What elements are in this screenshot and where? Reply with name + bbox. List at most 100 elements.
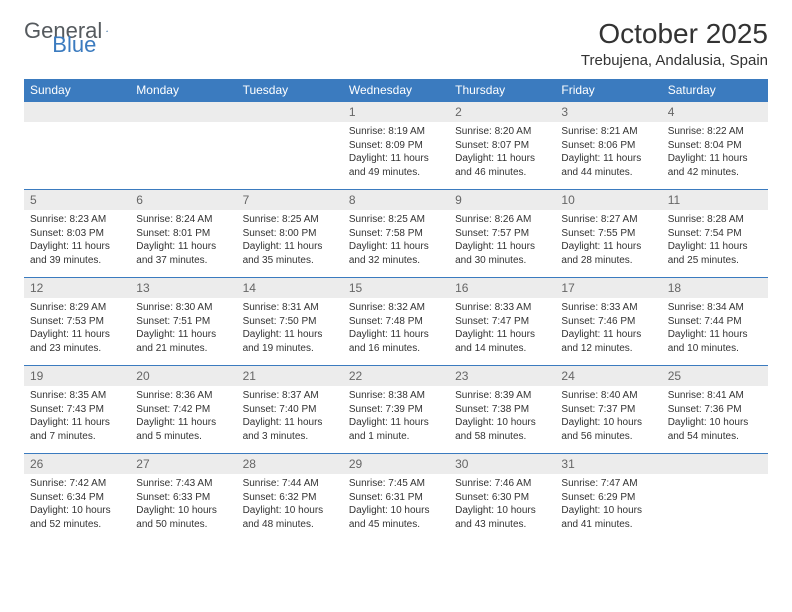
day-number: 21 [237,366,343,386]
calendar-day-cell: 6Sunrise: 8:24 AMSunset: 8:01 PMDaylight… [130,190,236,278]
day-number: 7 [237,190,343,210]
calendar-day-cell: 18Sunrise: 8:34 AMSunset: 7:44 PMDayligh… [662,278,768,366]
day-number: 14 [237,278,343,298]
day-number: 30 [449,454,555,474]
calendar-day-cell: 28Sunrise: 7:44 AMSunset: 6:32 PMDayligh… [237,454,343,542]
calendar-day-cell: 13Sunrise: 8:30 AMSunset: 7:51 PMDayligh… [130,278,236,366]
day-number: 20 [130,366,236,386]
day-details: Sunrise: 7:43 AMSunset: 6:33 PMDaylight:… [130,474,236,535]
calendar-day-cell: 21Sunrise: 8:37 AMSunset: 7:40 PMDayligh… [237,366,343,454]
calendar-day-cell: 17Sunrise: 8:33 AMSunset: 7:46 PMDayligh… [555,278,661,366]
location-text: Trebujena, Andalusia, Spain [581,52,768,69]
day-number: 11 [662,190,768,210]
calendar-week-row: 12Sunrise: 8:29 AMSunset: 7:53 PMDayligh… [24,278,768,366]
day-number: 5 [24,190,130,210]
calendar-day-cell: 5Sunrise: 8:23 AMSunset: 8:03 PMDaylight… [24,190,130,278]
day-details: Sunrise: 8:25 AMSunset: 8:00 PMDaylight:… [237,210,343,271]
day-details: Sunrise: 8:23 AMSunset: 8:03 PMDaylight:… [24,210,130,271]
calendar-day-cell: 8Sunrise: 8:25 AMSunset: 7:58 PMDaylight… [343,190,449,278]
logo: General Blue [24,18,174,44]
calendar-day-cell: 22Sunrise: 8:38 AMSunset: 7:39 PMDayligh… [343,366,449,454]
day-details: Sunrise: 7:44 AMSunset: 6:32 PMDaylight:… [237,474,343,535]
calendar-week-row: 19Sunrise: 8:35 AMSunset: 7:43 PMDayligh… [24,366,768,454]
day-number: 17 [555,278,661,298]
logo-sail-icon [106,22,108,40]
calendar-day-cell: 7Sunrise: 8:25 AMSunset: 8:00 PMDaylight… [237,190,343,278]
day-details: Sunrise: 8:25 AMSunset: 7:58 PMDaylight:… [343,210,449,271]
day-number: 19 [24,366,130,386]
calendar-week-row: 26Sunrise: 7:42 AMSunset: 6:34 PMDayligh… [24,454,768,542]
calendar-week-row: 5Sunrise: 8:23 AMSunset: 8:03 PMDaylight… [24,190,768,278]
day-number-empty [237,102,343,122]
day-details: Sunrise: 7:46 AMSunset: 6:30 PMDaylight:… [449,474,555,535]
day-details: Sunrise: 8:41 AMSunset: 7:36 PMDaylight:… [662,386,768,447]
calendar-day-cell: 15Sunrise: 8:32 AMSunset: 7:48 PMDayligh… [343,278,449,366]
day-number-empty [130,102,236,122]
day-details: Sunrise: 8:24 AMSunset: 8:01 PMDaylight:… [130,210,236,271]
day-details: Sunrise: 8:31 AMSunset: 7:50 PMDaylight:… [237,298,343,359]
day-number: 9 [449,190,555,210]
day-details: Sunrise: 8:33 AMSunset: 7:47 PMDaylight:… [449,298,555,359]
day-number: 8 [343,190,449,210]
calendar-day-cell: 12Sunrise: 8:29 AMSunset: 7:53 PMDayligh… [24,278,130,366]
day-number: 15 [343,278,449,298]
day-number: 28 [237,454,343,474]
day-number: 29 [343,454,449,474]
day-header: Saturday [662,79,768,102]
day-details: Sunrise: 8:35 AMSunset: 7:43 PMDaylight:… [24,386,130,447]
day-header: Thursday [449,79,555,102]
calendar-day-cell: 14Sunrise: 8:31 AMSunset: 7:50 PMDayligh… [237,278,343,366]
calendar-day-cell: 31Sunrise: 7:47 AMSunset: 6:29 PMDayligh… [555,454,661,542]
day-number: 23 [449,366,555,386]
day-details: Sunrise: 8:28 AMSunset: 7:54 PMDaylight:… [662,210,768,271]
day-number: 31 [555,454,661,474]
calendar-day-cell: 11Sunrise: 8:28 AMSunset: 7:54 PMDayligh… [662,190,768,278]
day-number: 13 [130,278,236,298]
calendar-week-row: 1Sunrise: 8:19 AMSunset: 8:09 PMDaylight… [24,102,768,190]
calendar-day-cell: 1Sunrise: 8:19 AMSunset: 8:09 PMDaylight… [343,102,449,190]
day-details: Sunrise: 8:39 AMSunset: 7:38 PMDaylight:… [449,386,555,447]
day-number: 6 [130,190,236,210]
day-number-empty [662,454,768,474]
calendar-table: Sunday Monday Tuesday Wednesday Thursday… [24,79,768,542]
day-details: Sunrise: 8:32 AMSunset: 7:48 PMDaylight:… [343,298,449,359]
day-details: Sunrise: 8:20 AMSunset: 8:07 PMDaylight:… [449,122,555,183]
calendar-day-cell: 27Sunrise: 7:43 AMSunset: 6:33 PMDayligh… [130,454,236,542]
day-number: 3 [555,102,661,122]
day-number: 2 [449,102,555,122]
calendar-day-cell: 16Sunrise: 8:33 AMSunset: 7:47 PMDayligh… [449,278,555,366]
day-details: Sunrise: 7:47 AMSunset: 6:29 PMDaylight:… [555,474,661,535]
day-number: 12 [24,278,130,298]
day-details: Sunrise: 7:42 AMSunset: 6:34 PMDaylight:… [24,474,130,535]
day-number: 1 [343,102,449,122]
day-details: Sunrise: 8:34 AMSunset: 7:44 PMDaylight:… [662,298,768,359]
day-details: Sunrise: 8:30 AMSunset: 7:51 PMDaylight:… [130,298,236,359]
logo-text-2: Blue [52,32,96,58]
day-details: Sunrise: 8:21 AMSunset: 8:06 PMDaylight:… [555,122,661,183]
day-details: Sunrise: 8:33 AMSunset: 7:46 PMDaylight:… [555,298,661,359]
day-number-empty [24,102,130,122]
day-number: 26 [24,454,130,474]
day-details: Sunrise: 8:37 AMSunset: 7:40 PMDaylight:… [237,386,343,447]
calendar-day-cell: 29Sunrise: 7:45 AMSunset: 6:31 PMDayligh… [343,454,449,542]
day-header: Wednesday [343,79,449,102]
day-details: Sunrise: 7:45 AMSunset: 6:31 PMDaylight:… [343,474,449,535]
calendar-day-cell [237,102,343,190]
page-title: October 2025 [581,18,768,50]
calendar-day-cell: 9Sunrise: 8:26 AMSunset: 7:57 PMDaylight… [449,190,555,278]
calendar-day-cell: 24Sunrise: 8:40 AMSunset: 7:37 PMDayligh… [555,366,661,454]
day-details: Sunrise: 8:40 AMSunset: 7:37 PMDaylight:… [555,386,661,447]
calendar-day-cell [130,102,236,190]
day-number: 4 [662,102,768,122]
day-details: Sunrise: 8:29 AMSunset: 7:53 PMDaylight:… [24,298,130,359]
calendar-day-cell: 26Sunrise: 7:42 AMSunset: 6:34 PMDayligh… [24,454,130,542]
day-details: Sunrise: 8:38 AMSunset: 7:39 PMDaylight:… [343,386,449,447]
day-details: Sunrise: 8:36 AMSunset: 7:42 PMDaylight:… [130,386,236,447]
day-number: 10 [555,190,661,210]
calendar-day-cell: 19Sunrise: 8:35 AMSunset: 7:43 PMDayligh… [24,366,130,454]
day-header: Tuesday [237,79,343,102]
day-number: 25 [662,366,768,386]
day-number: 27 [130,454,236,474]
day-details: Sunrise: 8:19 AMSunset: 8:09 PMDaylight:… [343,122,449,183]
day-header: Monday [130,79,236,102]
